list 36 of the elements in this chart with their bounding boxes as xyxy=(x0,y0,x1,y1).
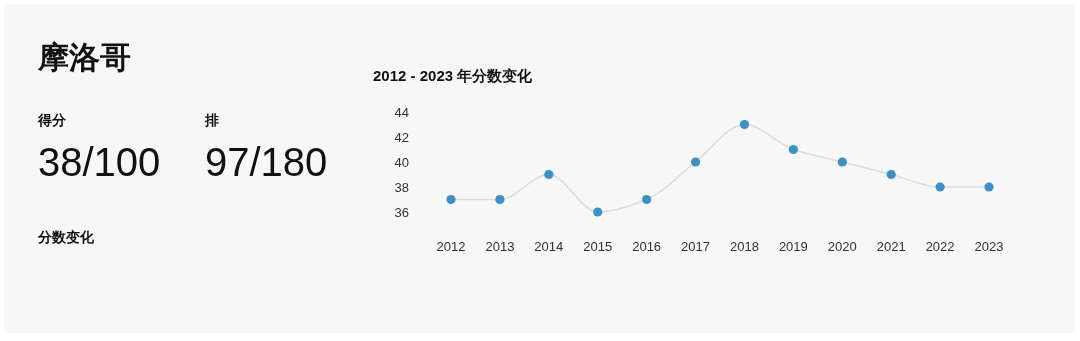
point xyxy=(837,157,847,167)
text: 得分 xyxy=(37,112,67,128)
x-tick-label: 2021 xyxy=(876,239,906,254)
point xyxy=(593,207,603,217)
x-tick-label: 2017 xyxy=(681,239,711,254)
point xyxy=(544,169,554,180)
x-tick-label: 2019 xyxy=(778,239,808,254)
text: 97/180 xyxy=(205,140,328,184)
x-tick-label: 2016 xyxy=(632,239,662,254)
point xyxy=(886,169,896,180)
x-tick-label: 2023 xyxy=(974,239,1004,254)
x-tick-label: 2012 xyxy=(436,239,466,254)
y-tick-label: 40 xyxy=(394,154,409,170)
y-tick-label: 44 xyxy=(394,104,409,120)
x-tick-label: 2018 xyxy=(729,239,759,254)
x-tick-label: 2020 xyxy=(827,239,857,254)
point xyxy=(446,194,456,205)
text: 摩洛哥 xyxy=(37,40,131,75)
y-tick-label: 38 xyxy=(394,179,409,195)
chart-title: 2012 - 2023 年分数变化 xyxy=(373,67,534,84)
x-tick-label: 2014 xyxy=(534,239,564,254)
point xyxy=(495,194,505,205)
point xyxy=(690,157,701,167)
text: 38/100 xyxy=(38,140,161,184)
x-tick-label: 2022 xyxy=(925,239,955,254)
x-tick-label: 2013 xyxy=(485,239,515,254)
point xyxy=(935,182,945,192)
text: 分数变化 xyxy=(37,229,95,245)
x-tick-label: 2015 xyxy=(583,239,613,254)
text: 排 xyxy=(204,112,219,128)
y-tick-label: 36 xyxy=(394,204,409,220)
point xyxy=(739,119,750,130)
point xyxy=(984,182,994,192)
point xyxy=(788,144,798,155)
y-tick-label: 42 xyxy=(394,129,409,145)
point xyxy=(642,194,652,205)
